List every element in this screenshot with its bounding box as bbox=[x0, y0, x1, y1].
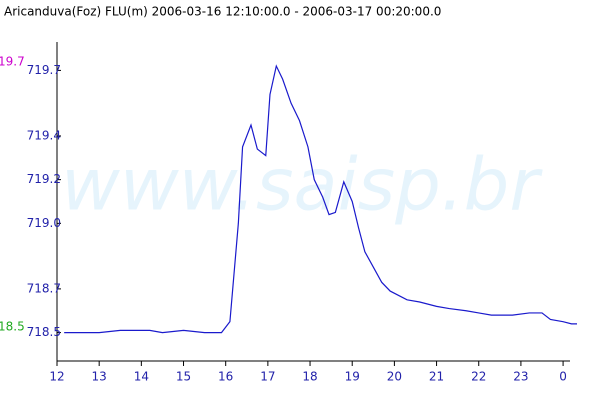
y-tick-label: 719.0 bbox=[27, 216, 61, 230]
x-tick-label: 21 bbox=[429, 370, 444, 384]
min-label: 18.5 bbox=[0, 320, 25, 334]
x-tick-label: 13 bbox=[92, 370, 107, 384]
x-tick-label: 20 bbox=[387, 370, 402, 384]
watermark: www.saisp.br bbox=[61, 143, 543, 227]
x-tick-label: 23 bbox=[513, 370, 528, 384]
x-tick-label: 17 bbox=[260, 370, 275, 384]
x-tick-label: 12 bbox=[49, 370, 64, 384]
data-line bbox=[64, 64, 577, 334]
x-tick-label: 0 bbox=[559, 370, 567, 384]
x-tick-label: 19 bbox=[345, 370, 360, 384]
y-tick-label: 718.7 bbox=[27, 281, 61, 295]
x-tick-label: 18 bbox=[302, 370, 317, 384]
y-tick-label: 718.5 bbox=[27, 325, 61, 339]
y-tick-label: 719.7 bbox=[27, 63, 61, 77]
max-label: 19.7 bbox=[0, 55, 25, 69]
y-tick-label: 719.2 bbox=[27, 172, 61, 186]
x-tick-label: 22 bbox=[471, 370, 486, 384]
x-tick-label: 14 bbox=[134, 370, 149, 384]
x-tick-label: 15 bbox=[176, 370, 191, 384]
x-tick-label: 16 bbox=[218, 370, 233, 384]
chart-title: Aricanduva(Foz) FLU(m) 2006-03-16 12:10:… bbox=[4, 5, 441, 19]
y-tick-label: 719.4 bbox=[27, 128, 61, 142]
